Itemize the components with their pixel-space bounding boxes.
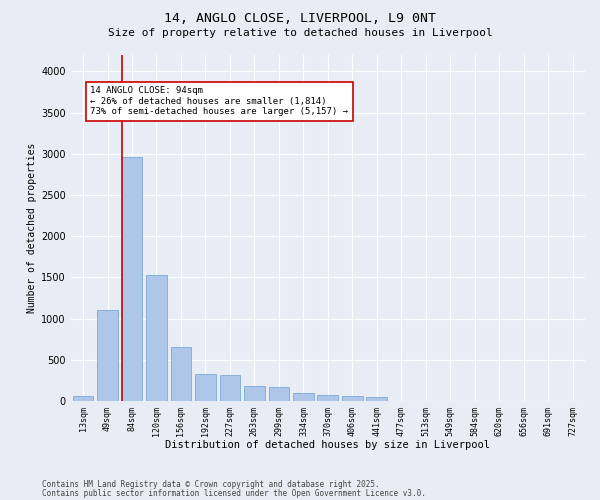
Text: Contains public sector information licensed under the Open Government Licence v3: Contains public sector information licen… xyxy=(42,488,426,498)
Bar xyxy=(317,395,338,401)
Bar xyxy=(220,376,241,401)
Text: Size of property relative to detached houses in Liverpool: Size of property relative to detached ho… xyxy=(107,28,493,38)
Bar xyxy=(269,386,289,401)
Bar xyxy=(367,398,387,401)
X-axis label: Distribution of detached houses by size in Liverpool: Distribution of detached houses by size … xyxy=(166,440,490,450)
Y-axis label: Number of detached properties: Number of detached properties xyxy=(27,143,37,313)
Text: 14, ANGLO CLOSE, LIVERPOOL, L9 0NT: 14, ANGLO CLOSE, LIVERPOOL, L9 0NT xyxy=(164,12,436,26)
Bar xyxy=(97,310,118,401)
Bar xyxy=(293,393,314,401)
Bar xyxy=(170,348,191,401)
Text: 14 ANGLO CLOSE: 94sqm
← 26% of detached houses are smaller (1,814)
73% of semi-d: 14 ANGLO CLOSE: 94sqm ← 26% of detached … xyxy=(91,86,349,116)
Text: Contains HM Land Registry data © Crown copyright and database right 2025.: Contains HM Land Registry data © Crown c… xyxy=(42,480,380,489)
Bar xyxy=(122,157,142,401)
Bar xyxy=(146,275,167,401)
Bar xyxy=(195,374,216,401)
Bar xyxy=(342,396,363,401)
Bar xyxy=(73,396,94,401)
Bar xyxy=(244,386,265,401)
